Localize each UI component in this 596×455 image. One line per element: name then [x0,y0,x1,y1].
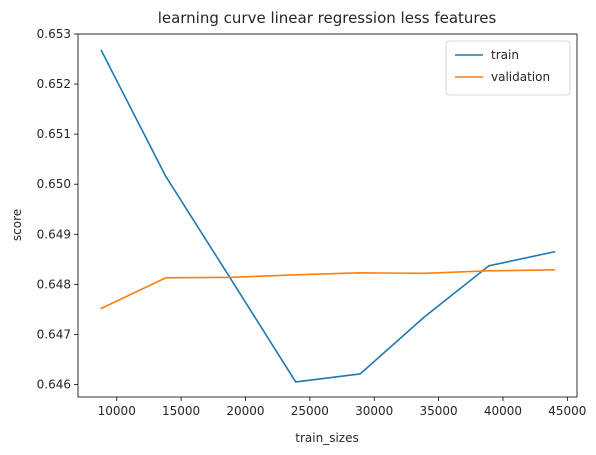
x-tick-label: 40000 [484,404,522,418]
y-tick-label: 0.647 [37,327,71,341]
y-tick-label: 0.652 [37,77,71,91]
x-tick-label: 45000 [548,404,586,418]
y-tick-label: 0.648 [37,277,71,291]
series-line-validation [100,269,556,310]
plot-border [77,33,578,398]
series-group [100,49,556,383]
legend-label-train: train [491,48,519,62]
series-line-train [100,49,556,383]
y-axis-label: score [10,209,24,241]
x-tick-label: 30000 [355,404,393,418]
plot-area [77,33,578,398]
legend-label-validation: validation [491,70,550,84]
x-tick-label: 10000 [98,404,136,418]
y-axis: 0.646 0.647 0.648 0.649 0.650 0.651 0.652 0.653 [37,27,78,391]
chart-title: learning curve linear regression less fe… [158,9,497,27]
x-tick-label: 20000 [226,404,264,418]
x-tick-label: 25000 [291,404,329,418]
y-tick-label: 0.646 [37,377,71,391]
y-tick-label: 0.650 [37,177,71,191]
x-tick-label: 15000 [162,404,200,418]
x-axis: 10000 15000 20000 25000 30000 35000 40000 45000 [98,397,586,418]
y-tick-label: 0.653 [37,27,71,41]
y-tick-label: 0.651 [37,127,71,141]
y-tick-label: 0.649 [37,227,71,241]
x-tick-label: 35000 [420,404,458,418]
legend: train validation [445,40,571,96]
x-axis-label: train_sizes [295,431,358,445]
